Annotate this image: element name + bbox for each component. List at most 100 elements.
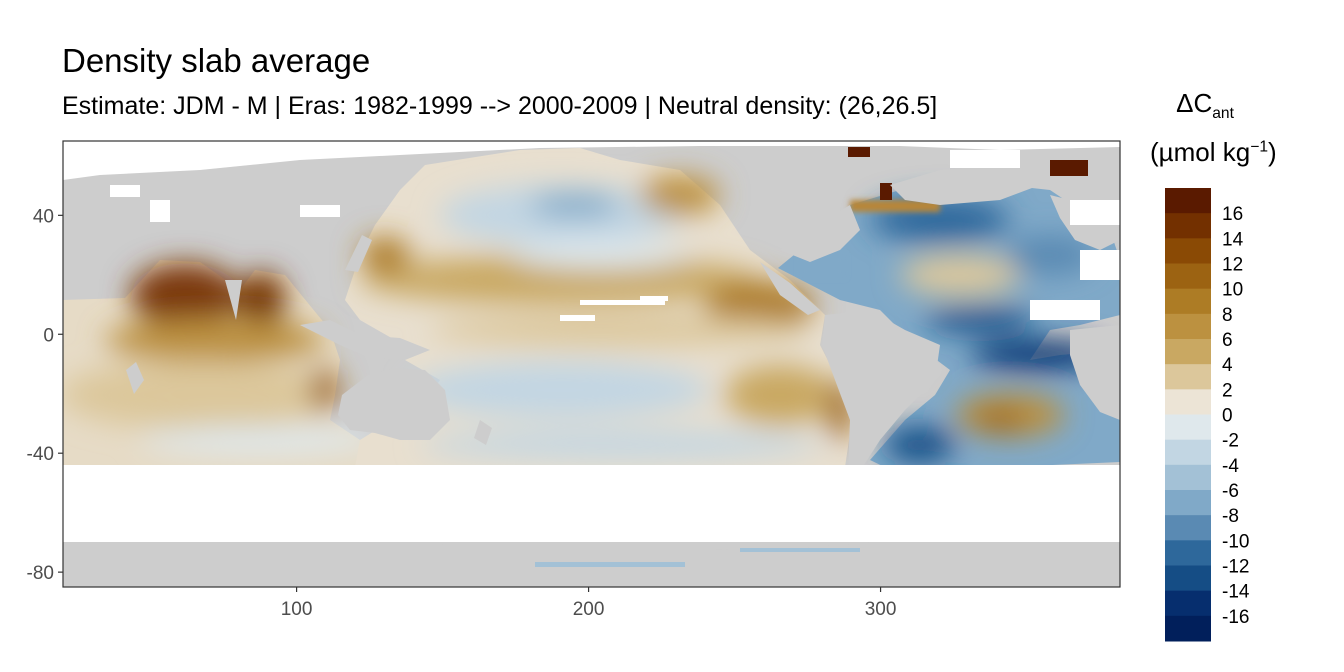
no-data-gaps: [63, 141, 1120, 320]
pacific-islands: [560, 296, 668, 321]
legend-label: -12: [1222, 557, 1249, 578]
legend-swatch: [1165, 615, 1211, 642]
greenland: [890, 165, 1040, 205]
north-atlantic-east: [1005, 235, 1095, 275]
north-pacific-east: [640, 175, 720, 215]
legend-label: -16: [1222, 607, 1249, 628]
legend-swatch: [1165, 515, 1211, 541]
antarctic-shelf: [440, 540, 890, 566]
legend-swatch: [1165, 263, 1211, 290]
legend-label: 8: [1222, 305, 1233, 326]
north-pacific-core: [530, 193, 620, 217]
y-axis: 40 0 -40 -80: [27, 206, 63, 584]
legend-label: 0: [1222, 406, 1233, 427]
south-atlantic-core: [975, 410, 1025, 430]
kuroshio-patch: [360, 237, 410, 273]
land-masses: [126, 165, 1120, 470]
south-america: [822, 310, 940, 470]
ocean-field: [63, 141, 1120, 567]
legend-label: -10: [1222, 531, 1249, 552]
tropical-atlantic-north: [925, 308, 1035, 332]
madagascar: [126, 362, 144, 394]
bay-of-bengal-patch: [238, 272, 286, 328]
legend-swatch: [1165, 540, 1211, 566]
legend-labels: 16 14 12 10 8 6 4 2 0 -2 -4 -6 -8 -10 -12 -14 -16: [1222, 204, 1250, 628]
japan: [345, 235, 372, 272]
south-indian-patch: [63, 360, 340, 430]
legend-label: -14: [1222, 582, 1250, 603]
southern-pacific-band: [420, 431, 820, 459]
legend-swatch: [1165, 490, 1211, 516]
chart-title: Density slab average: [62, 42, 371, 79]
legend-swatch: [1165, 288, 1211, 315]
nordic-seas-patch: [1050, 160, 1088, 176]
antarctic-notch: [440, 467, 870, 540]
legend-title: ΔCant: [1176, 88, 1234, 123]
equatorial-indian-patch: [105, 318, 325, 362]
legend-label: 14: [1222, 229, 1244, 250]
legend-label: 10: [1222, 280, 1243, 301]
legend-swatch: [1165, 313, 1211, 340]
south-pacific-east: [725, 365, 835, 425]
new-zealand: [474, 420, 492, 445]
x-tick-label: 200: [573, 599, 605, 620]
legend-swatch: [1165, 590, 1211, 617]
south-indian-blue: [140, 426, 380, 454]
x-axis: 100 200 300: [281, 587, 897, 620]
legend-label: 12: [1222, 255, 1243, 276]
legend-label: -6: [1222, 481, 1239, 502]
north-america-east: [780, 205, 860, 262]
ross-sea-strip: [535, 562, 685, 567]
legend-swatch: [1165, 389, 1211, 415]
arctic-hotspots: [848, 147, 1088, 200]
subtropical-band: [360, 256, 760, 304]
legend-label: 16: [1222, 204, 1243, 225]
legend-label: 4: [1222, 355, 1233, 376]
hudson-patch: [848, 147, 870, 157]
australia: [338, 368, 450, 440]
south-pacific-blue: [410, 362, 710, 418]
legend-swatch: [1165, 238, 1211, 264]
south-atlantic-margin: [885, 427, 955, 463]
legend-label: 2: [1222, 380, 1233, 401]
chart-subtitle: Estimate: JDM - M | Eras: 1982-1999 --> …: [62, 92, 938, 120]
north-atlantic-rim: [850, 200, 940, 212]
legend-swatch: [1165, 414, 1211, 441]
legend-label: -2: [1222, 431, 1239, 452]
legend-colorbar: [1165, 188, 1211, 642]
legend-swatch: [1165, 439, 1211, 466]
y-tick-label: 0: [43, 325, 54, 346]
equatorial-pacific: [430, 314, 810, 346]
y-tick-label: -40: [27, 444, 54, 465]
legend-swatch: [1165, 565, 1211, 592]
pacific-ocean: [345, 148, 852, 467]
legend-swatch: [1165, 364, 1211, 390]
legend-label: -8: [1222, 506, 1239, 527]
map-layer: [63, 141, 1120, 587]
y-tick-label: -80: [27, 563, 54, 584]
x-tick-label: 300: [865, 599, 897, 620]
arabian-sea-patch: [130, 263, 240, 327]
legend-swatch: [1165, 188, 1211, 214]
maritime-continent: [300, 320, 430, 360]
baffin-patch: [880, 183, 892, 200]
indian-ocean: [63, 260, 420, 467]
x-tick-label: 100: [281, 599, 313, 620]
y-tick-label: 40: [33, 206, 54, 227]
legend-swatch: [1165, 464, 1211, 491]
sargasso-sea: [900, 255, 1020, 295]
india: [225, 280, 242, 320]
legend-swatch: [1165, 213, 1211, 239]
legend-unit: (µmol kg−1): [1150, 137, 1277, 167]
legend-swatch: [1165, 339, 1211, 365]
legend-label: 6: [1222, 330, 1233, 351]
panel-border: [62, 140, 1121, 588]
western-australia-patch: [311, 368, 339, 412]
africa: [1070, 325, 1120, 420]
map-panel: 100 200 300 400-40-80: [27, 140, 1121, 620]
central-america: [760, 262, 820, 315]
weddell-strip: [740, 548, 860, 552]
central-pacific-band: [510, 241, 690, 269]
legend-label: -4: [1222, 456, 1239, 477]
